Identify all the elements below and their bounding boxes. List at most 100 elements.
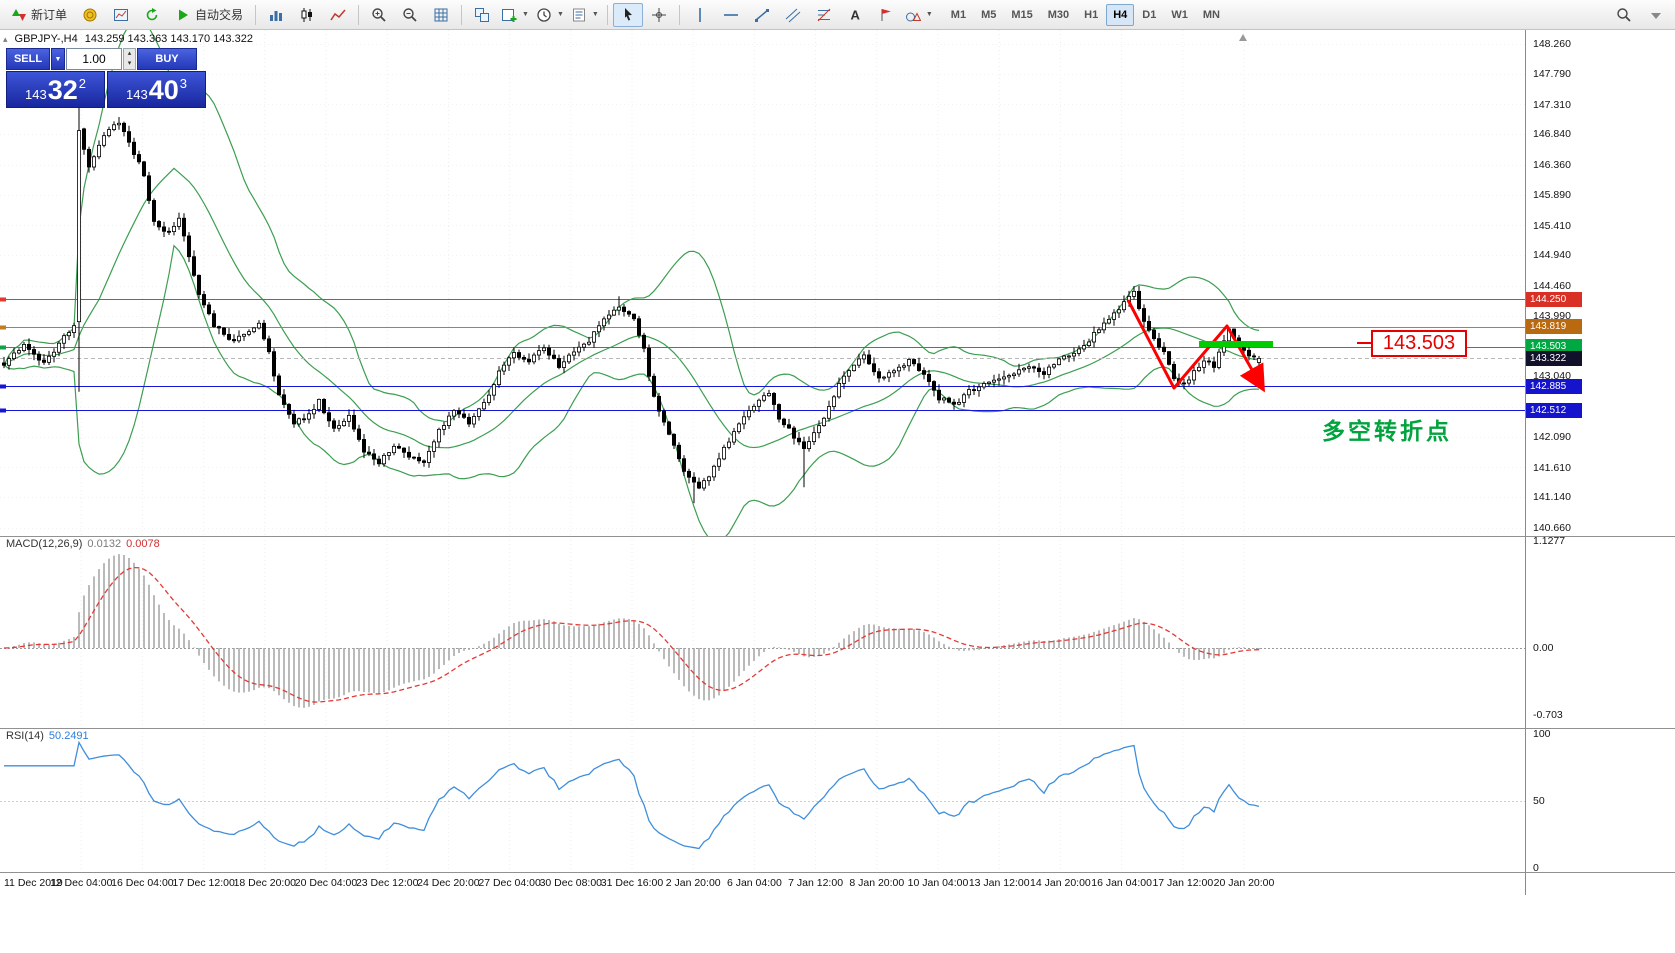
refresh-icon (146, 7, 158, 20)
accounts-button[interactable] (75, 3, 105, 27)
price-axis-label: 145.410 (1533, 219, 1571, 232)
sell-button[interactable]: SELL (6, 48, 50, 70)
chevron-down-icon: ▼ (54, 55, 62, 63)
chart-shift-marker[interactable] (1239, 34, 1247, 41)
price-callout-box[interactable]: 143.503 (1371, 330, 1467, 357)
dropdown-arrow-icon: ▼ (925, 11, 933, 18)
price-level-tag[interactable]: 142.512 (1526, 402, 1582, 418)
drawn-annotations[interactable] (1126, 299, 1273, 393)
timeframe-d1-button[interactable]: D1 (1142, 8, 1157, 21)
volume-input[interactable] (66, 48, 122, 70)
zigzag-arrow[interactable] (1126, 299, 1265, 393)
price-level-tag[interactable]: 143.503 (1526, 339, 1582, 355)
new-order-button[interactable]: 新订单 (4, 3, 74, 27)
buy-price-display[interactable]: 143 40 3 (107, 71, 206, 108)
cursor-button[interactable] (612, 2, 643, 27)
rsi-axis-label: 100 (1533, 728, 1551, 740)
ask-prefix: 143 (126, 87, 148, 102)
price-axis-label: 146.360 (1533, 159, 1571, 171)
zoom-out-button[interactable] (395, 3, 425, 27)
horizontal-level-lines[interactable] (0, 297, 1525, 413)
periods-button[interactable]: ▼ (533, 3, 567, 27)
timeframe-m5-button[interactable]: M5 (981, 8, 997, 21)
rsi-panel[interactable]: RSI(14) 50.2491 (0, 728, 1525, 872)
collapse-arrow-icon[interactable]: ▴ (3, 33, 8, 44)
price-axis[interactable]: 148.260 147.790 147.310 146.840 146.360 145.8… (1525, 30, 1675, 895)
callout-tick (1357, 342, 1371, 344)
price-level-tag[interactable]: 144.250 (1526, 291, 1582, 307)
autotrade-button[interactable]: 自动交易 (168, 3, 250, 27)
macd-axis-label: 1.1277 (1533, 534, 1566, 547)
macd-panel[interactable]: MACD(12,26,9) 0.0132 0.0078 (0, 536, 1525, 728)
arrow-label-button[interactable] (871, 3, 901, 27)
timeframe-m15-button[interactable]: M15 (1011, 8, 1033, 21)
toolbar-separator (678, 4, 680, 25)
channel-button[interactable] (778, 3, 808, 27)
time-axis-label: 7 Jan 12:00 (788, 877, 844, 889)
support-highlight-bar[interactable] (1199, 341, 1273, 347)
chart-window-button[interactable] (106, 3, 136, 27)
shapes-button[interactable]: ▼ (902, 3, 936, 27)
candlesticks (2, 105, 1262, 504)
crosshair-button[interactable] (644, 3, 674, 27)
panel-separator[interactable] (0, 536, 1675, 537)
sell-options-dropdown[interactable]: ▼ (51, 48, 65, 70)
search-icon (1617, 7, 1631, 22)
toolbar-buttons: 新订单 自动交易 ▼ ▼ ▼ A ▼ (4, 2, 936, 27)
time-axis-label: 14 Jan 20:00 (1030, 877, 1091, 889)
refresh-button[interactable] (137, 3, 167, 27)
buy-button[interactable]: BUY (137, 48, 197, 70)
price-level-tag[interactable]: 143.819 (1526, 319, 1582, 335)
candlestick-chart-button[interactable] (292, 3, 322, 27)
vertical-line-button[interactable] (685, 3, 715, 27)
line-chart-button[interactable] (323, 3, 353, 27)
price-axis-label: 144.460 (1533, 280, 1571, 292)
empty-area (0, 895, 1675, 953)
bar-chart-button[interactable] (261, 3, 291, 27)
time-axis-label: 13 Jan 12:00 (968, 877, 1030, 889)
macd-value: 0.0132 (87, 538, 122, 550)
new-chart-button[interactable]: ▼ (498, 3, 532, 27)
timeframe-m1-button[interactable]: M1 (950, 8, 967, 21)
time-axis-label: 24 Dec 20:00 (417, 877, 480, 889)
trendline-icon (754, 8, 769, 22)
zoom-in-button[interactable] (364, 3, 394, 27)
text-button[interactable]: A (840, 3, 870, 27)
time-axis-label: 20 Jan 20:00 (1213, 877, 1275, 889)
symbol-label: GBPJPY-,H4 (14, 33, 78, 45)
main-toolbar: 新订单 自动交易 ▼ ▼ ▼ A ▼ M1 M5 M15 M30 H1 H4 D1 W1 MN (0, 0, 1675, 30)
price-axis-label: 141.140 (1533, 491, 1571, 504)
collapse-button[interactable] (1641, 3, 1671, 27)
fibonacci-button[interactable] (809, 3, 839, 27)
timeframe-h1-button[interactable]: H1 (1084, 8, 1099, 21)
price-chart[interactable] (0, 30, 1525, 536)
time-axis[interactable]: 11 Dec 2019 12 Dec 04:00 16 Dec 04:00 17 De… (0, 872, 1525, 895)
tile-windows-button[interactable] (467, 3, 497, 27)
price-axis-label: 146.840 (1533, 128, 1571, 141)
dropdown-arrow-icon: ▼ (522, 11, 529, 18)
grid-icon (434, 8, 448, 21)
horizontal-line-button[interactable] (716, 3, 746, 27)
toolbar-separator (358, 4, 360, 25)
autotrade-icon (179, 9, 189, 20)
grid-button[interactable] (426, 3, 456, 27)
timeframe-w1-button[interactable]: W1 (1171, 8, 1188, 21)
templates-button[interactable]: ▼ (568, 3, 602, 27)
time-axis-label: 27 Dec 04:00 (478, 877, 541, 889)
volume-stepper[interactable]: ▴ ▾ (123, 48, 136, 70)
spin-down-icon[interactable]: ▾ (127, 60, 132, 67)
search-button[interactable] (1609, 3, 1639, 27)
trendline-button[interactable] (747, 3, 777, 27)
timeframe-mn-button[interactable]: MN (1202, 8, 1220, 21)
turning-point-annotation[interactable]: 多空转折点 (1322, 418, 1452, 444)
sell-price-display[interactable]: 143 32 2 (6, 71, 105, 108)
accounts-icon (83, 8, 97, 21)
timeframe-h4-button[interactable]: H4 (1106, 3, 1135, 26)
time-axis-label: 31 Dec 16:00 (600, 877, 664, 889)
panel-separator[interactable] (0, 728, 1675, 729)
main-chart-panel[interactable]: ▴ GBPJPY-,H4 143.259 143.363 143.170 143… (0, 30, 1525, 536)
price-level-tag[interactable]: 142.885 (1526, 378, 1582, 394)
timeframe-m30-button[interactable]: M30 (1047, 8, 1070, 21)
price-axis-label: 142.090 (1533, 430, 1571, 443)
spin-up-icon[interactable]: ▴ (127, 50, 132, 57)
